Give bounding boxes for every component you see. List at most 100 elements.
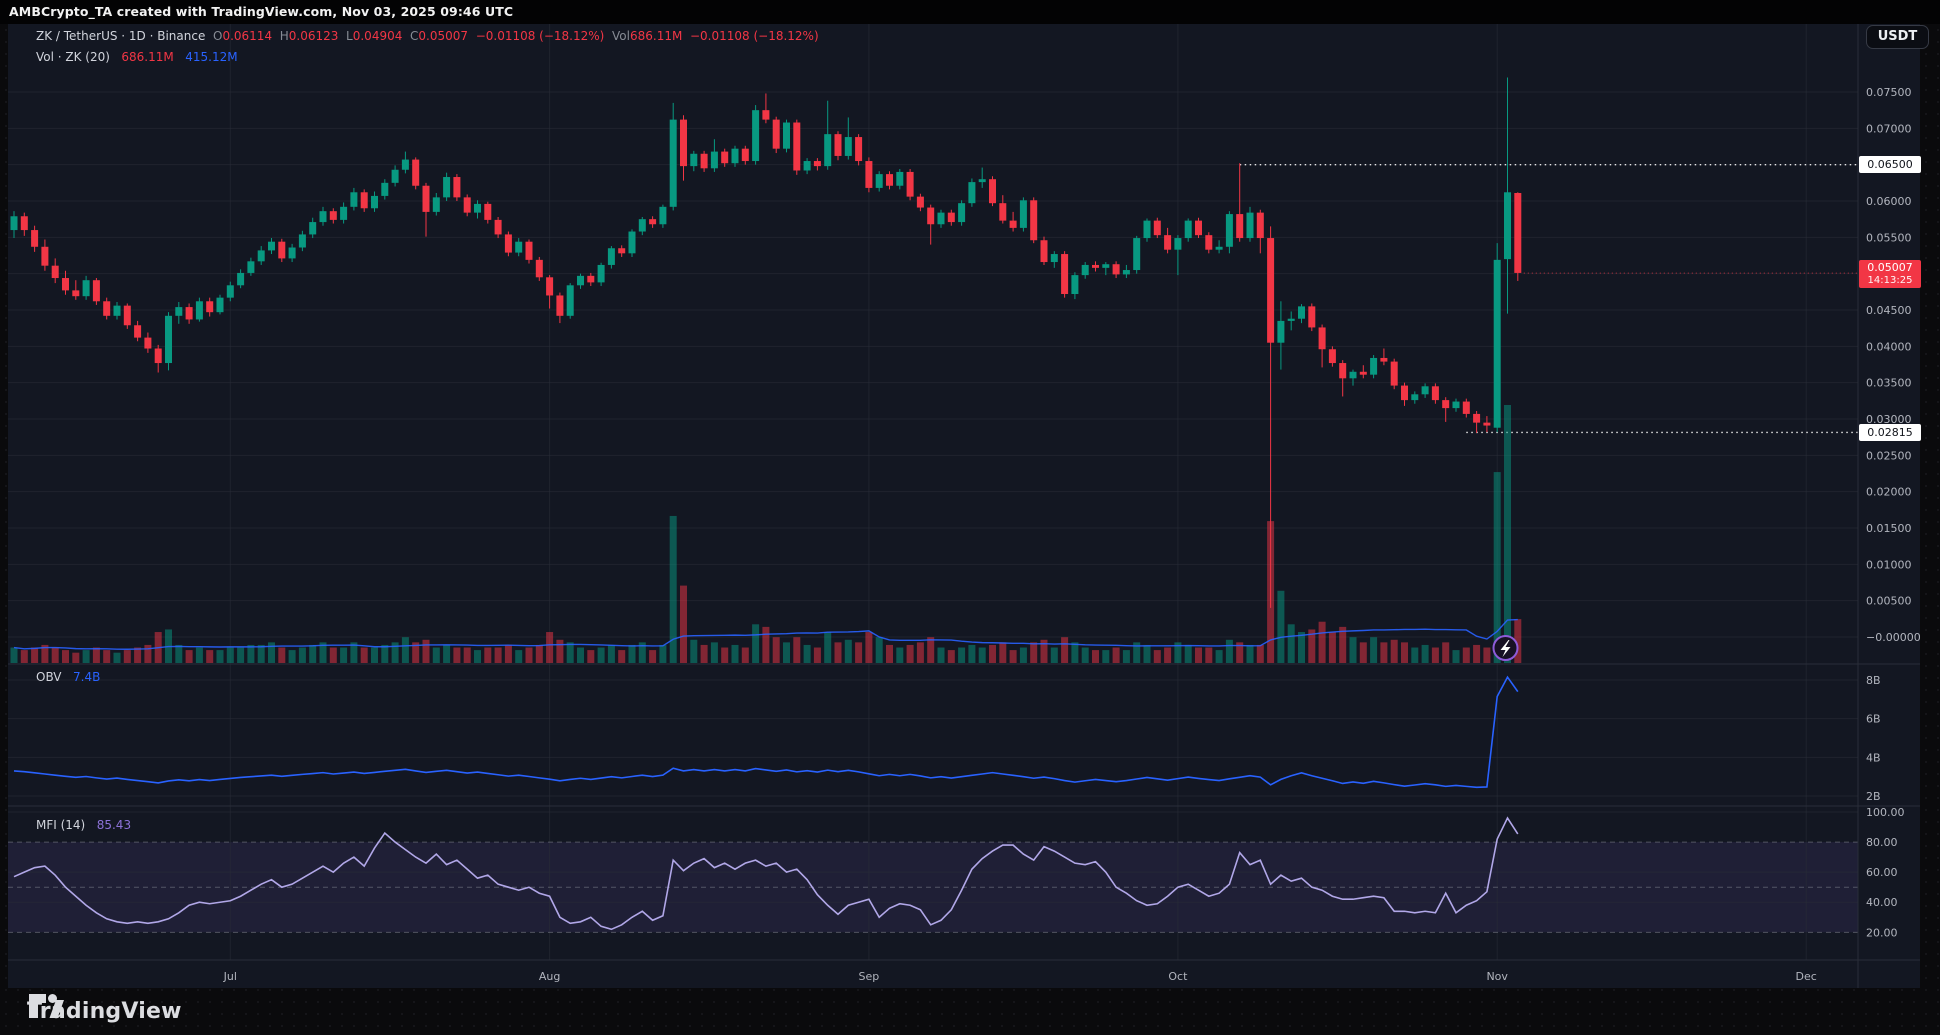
obv-legend[interactable]: OBV 7.4B — [36, 670, 100, 684]
candle-body — [463, 197, 471, 213]
high-key: H — [279, 29, 289, 43]
volume-bar — [123, 650, 131, 663]
candle-body — [916, 196, 924, 208]
axis-tick-label: 0.03500 — [1866, 377, 1912, 390]
volume-bar — [195, 647, 203, 663]
candle-body — [1328, 349, 1336, 364]
candle-body — [1195, 220, 1202, 236]
current-price-value: 0.05007 — [1867, 261, 1913, 274]
volume-bar — [1246, 644, 1254, 663]
candle-body — [1246, 212, 1254, 239]
candle-body — [834, 134, 842, 156]
volume-bar — [793, 637, 801, 663]
candle-body — [453, 177, 461, 198]
time-axis-month-label: Oct — [1168, 970, 1188, 983]
volume-bar — [525, 647, 533, 663]
volume-bar — [185, 650, 193, 663]
volume-bar — [1483, 647, 1491, 663]
mfi-label: MFI (14) — [36, 818, 86, 832]
candle-body — [546, 277, 554, 296]
volume-bar — [978, 647, 986, 663]
candle-body — [360, 192, 368, 209]
volume-bar — [309, 644, 317, 663]
volume-bar — [1215, 650, 1223, 663]
axis-tick-label: 0.07500 — [1866, 86, 1912, 99]
candle-body — [597, 264, 605, 283]
candle-body — [875, 174, 883, 188]
legend-row-volume[interactable]: Vol · ZK (20) 686.11M 415.12M — [36, 50, 819, 64]
axis-tick-label: 8B — [1866, 674, 1881, 687]
mfi-legend[interactable]: MFI (14) 85.43 — [36, 818, 131, 832]
tradingview-footer[interactable]: TradingView — [27, 991, 182, 1031]
volume-bar — [535, 644, 543, 663]
axis-tick-label: 0.02000 — [1866, 486, 1912, 499]
volume-bar — [1122, 650, 1130, 663]
axis-tick-label: 20.00 — [1866, 926, 1898, 939]
candle-body — [1411, 394, 1419, 401]
symbol-title[interactable]: ZK / TetherUS · 1D · Binance — [36, 29, 206, 43]
candle-body — [1308, 306, 1316, 328]
volume-bar — [577, 647, 584, 663]
volume-bar — [968, 644, 976, 663]
chart-canvas[interactable]: 0.07500 0.07000 0.06500 0.06000 0.05500 0.050… — [8, 24, 1920, 988]
candle-body — [371, 195, 378, 209]
volume-bar — [1462, 647, 1470, 663]
currency-toggle-button[interactable]: USDT — [1866, 25, 1929, 49]
candle-body — [432, 197, 440, 212]
time-axis-month-label: Nov — [1486, 970, 1508, 983]
symbol-legend[interactable]: ZK / TetherUS · 1D · Binance O0.06114 H0… — [36, 29, 819, 64]
candle-body — [1225, 214, 1233, 247]
candle-body — [82, 280, 90, 297]
price-label-low[interactable]: 0.02815 — [1859, 424, 1921, 441]
candle-body — [1504, 192, 1511, 260]
screenshot-header: AMBCrypto_TA created with TradingView.co… — [0, 0, 1940, 24]
volume-bar — [1225, 639, 1233, 663]
candle-body — [165, 315, 172, 364]
candle-body — [1009, 220, 1017, 228]
candle-body — [474, 203, 481, 213]
axis-tick-label: 60.00 — [1866, 866, 1898, 879]
volume-bar — [401, 637, 409, 663]
current-price-label[interactable]: 0.05007 14:13:25 — [1859, 260, 1921, 288]
candle-body — [525, 241, 533, 260]
volume-bar — [360, 647, 368, 663]
volume-bar — [463, 647, 471, 663]
candle-body — [443, 177, 451, 198]
candle-body — [31, 230, 39, 247]
candle-body — [62, 278, 69, 291]
candle-body — [1349, 371, 1357, 379]
volume-bar — [1102, 650, 1110, 663]
candle-body — [958, 203, 966, 223]
candle-body — [1493, 259, 1501, 428]
candle-body — [1102, 264, 1110, 268]
candle-body — [41, 246, 49, 266]
volume-bar — [494, 647, 502, 663]
candle-body — [175, 307, 183, 316]
axis-tick-label: 6B — [1866, 713, 1881, 726]
change-value: −0.01108 (−18.12%) — [475, 29, 605, 43]
axis-tick-label: 0.03000 — [1866, 413, 1912, 426]
volume-bar — [680, 585, 687, 663]
candle-body — [412, 159, 420, 186]
axis-tick-label: 4B — [1866, 751, 1881, 764]
volume-bar — [1514, 619, 1522, 663]
chart-widget[interactable]: 0.07500 0.07000 0.06500 0.06000 0.05500 0.050… — [8, 24, 1921, 988]
candle-body — [947, 212, 955, 223]
candle-body — [680, 119, 687, 167]
volume-bar — [813, 647, 821, 663]
candle-body — [144, 337, 152, 349]
header-title: AMBCrypto_TA created with TradingView.co… — [9, 4, 514, 19]
candle-body — [566, 285, 574, 316]
candle-body — [978, 179, 986, 183]
axis-tick-label: 0.04500 — [1866, 304, 1912, 317]
candle-body — [1081, 264, 1089, 276]
candle-body — [1452, 401, 1460, 409]
volume-bar — [1143, 644, 1151, 663]
candle-body — [731, 148, 739, 164]
candle-body — [350, 192, 358, 207]
candle-body — [1122, 270, 1130, 275]
candle-body — [710, 151, 718, 169]
volume-bar — [92, 647, 100, 663]
candle-body — [1359, 371, 1367, 375]
price-label-high[interactable]: 0.06500 — [1859, 156, 1921, 173]
